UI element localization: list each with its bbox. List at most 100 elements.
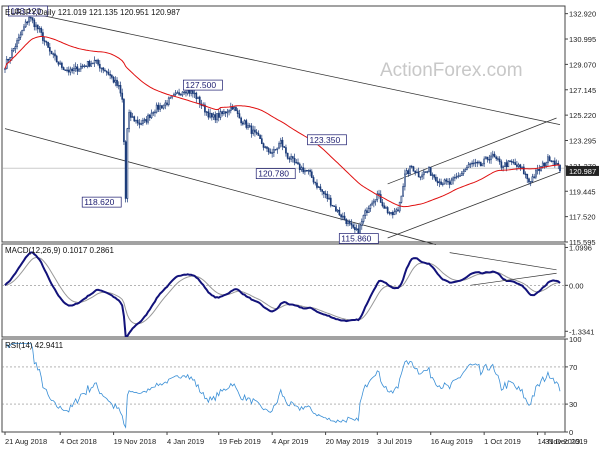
candle-body — [543, 162, 546, 167]
candle-body — [104, 69, 106, 72]
candle — [503, 162, 506, 168]
candle-body — [395, 209, 398, 213]
candle-body — [19, 34, 22, 38]
candle-body — [254, 129, 256, 133]
candle — [119, 81, 122, 97]
candle — [271, 148, 274, 158]
candle — [462, 168, 465, 176]
candle — [45, 40, 48, 46]
candle — [217, 108, 220, 122]
candle — [447, 178, 449, 185]
candle — [21, 29, 24, 36]
candle-body — [472, 162, 475, 165]
candle — [416, 169, 418, 174]
candle-body — [204, 104, 206, 113]
candle-body — [526, 173, 529, 180]
candle-body — [324, 193, 327, 195]
candle — [245, 118, 248, 130]
macd-trendline-upper — [449, 252, 557, 271]
candle — [540, 165, 542, 172]
candle-body — [152, 112, 155, 114]
candle — [450, 177, 453, 185]
candle — [464, 167, 467, 172]
candle — [374, 199, 377, 206]
candle-body — [428, 167, 430, 172]
candle — [524, 171, 527, 179]
candle-body — [7, 58, 10, 61]
candle-body — [17, 36, 20, 41]
x-tick-label: 16 Aug 2019 — [431, 437, 473, 446]
rsi-panel — [2, 343, 565, 429]
candle — [128, 109, 130, 133]
candle-body — [500, 161, 503, 168]
candle-body — [119, 85, 122, 94]
candle-body — [286, 152, 289, 159]
candle-body — [524, 173, 527, 176]
candle-body — [181, 91, 184, 96]
candle — [257, 130, 260, 136]
candle-body — [502, 166, 504, 168]
candle — [293, 153, 296, 166]
annotation-box — [8, 5, 48, 17]
candle — [98, 60, 101, 72]
candle-body — [186, 89, 189, 94]
candle-body — [166, 102, 168, 105]
candle-body — [95, 59, 98, 62]
candle — [367, 205, 370, 213]
candle — [526, 173, 529, 183]
candle — [426, 170, 429, 174]
candle-body — [252, 129, 255, 134]
trend-channels — [2, 10, 565, 245]
moving-average — [4, 35, 561, 208]
candle — [410, 164, 413, 169]
candle — [264, 145, 267, 149]
candle — [476, 160, 479, 167]
candle — [383, 202, 386, 209]
candle-body — [536, 168, 539, 172]
rsi-y-label: 70 — [569, 363, 577, 372]
candle — [300, 165, 303, 172]
candle-body — [193, 92, 196, 95]
candle — [326, 191, 329, 202]
candle — [14, 43, 17, 54]
candle — [140, 119, 143, 126]
candle-body — [47, 42, 49, 48]
candle — [212, 112, 215, 120]
candle-body — [114, 79, 117, 83]
candle — [223, 108, 225, 116]
candle — [173, 92, 175, 97]
candle-body — [143, 119, 146, 121]
candle-body — [62, 67, 65, 71]
candle-body — [354, 227, 356, 231]
candle — [400, 195, 403, 204]
candle-body — [250, 125, 253, 134]
candle — [395, 207, 398, 215]
candle-body — [288, 157, 291, 160]
candle — [417, 167, 420, 178]
candle — [114, 76, 117, 87]
candle — [279, 137, 282, 148]
candle-body — [61, 62, 63, 68]
candle — [238, 109, 241, 119]
annotation-label: 123.350 — [307, 134, 347, 146]
rsi-y-label: 30 — [569, 400, 577, 409]
candle-body — [397, 209, 399, 212]
candle — [105, 70, 108, 76]
candle — [24, 19, 27, 29]
candle-body — [109, 74, 111, 76]
candle-body — [198, 96, 201, 105]
candle-body — [391, 212, 394, 216]
candle-body — [138, 122, 141, 125]
candle-body — [355, 228, 358, 231]
candle — [460, 170, 463, 177]
candle-body — [93, 59, 96, 64]
candle-body — [117, 85, 120, 87]
annotation-label: 120.780 — [255, 168, 296, 180]
candle — [69, 66, 72, 76]
candle — [278, 141, 280, 150]
candle — [154, 109, 156, 117]
candle — [491, 150, 494, 159]
candle — [62, 66, 65, 71]
candle — [472, 159, 475, 167]
candle-body — [348, 221, 351, 224]
